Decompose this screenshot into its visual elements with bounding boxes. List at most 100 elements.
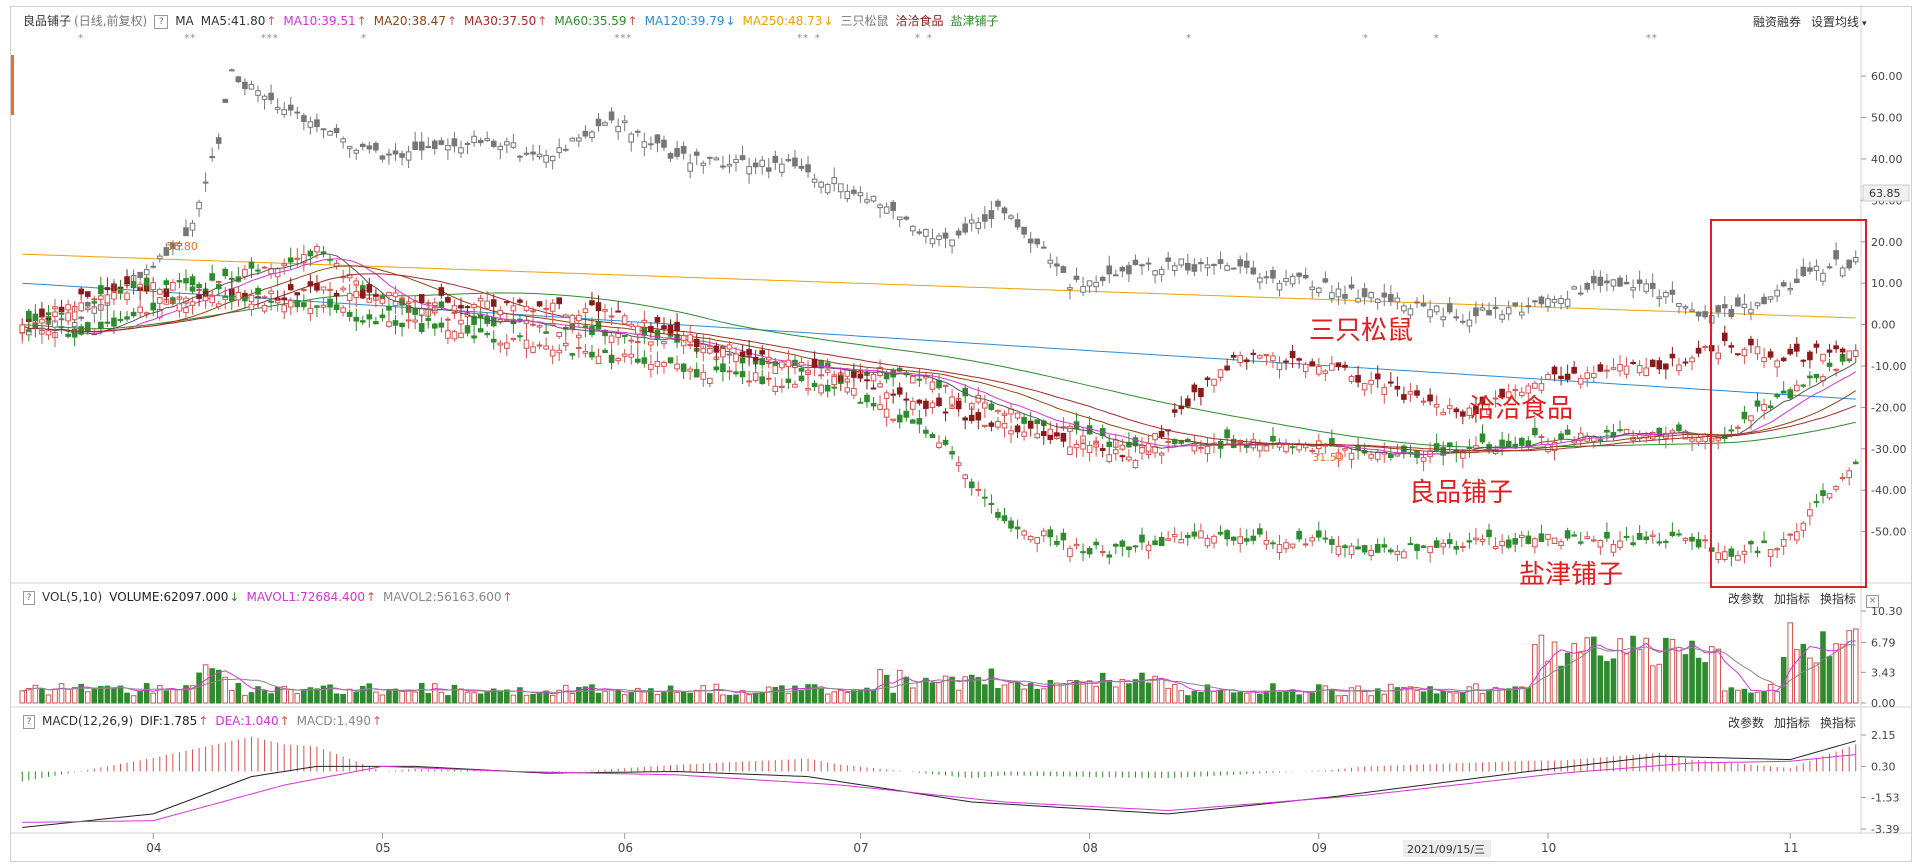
candle-body <box>621 120 628 124</box>
price-tick-label: -10.00 <box>1871 360 1906 373</box>
candle-body <box>785 378 792 383</box>
candle-body <box>1132 437 1139 447</box>
candle-body <box>916 378 923 381</box>
margin-trading-button[interactable]: 融资融券 <box>1753 15 1802 29</box>
macd-help-icon[interactable]: ? <box>23 714 35 729</box>
volume-bar <box>1257 693 1263 704</box>
candle-body <box>628 353 635 358</box>
candle-body <box>464 306 471 309</box>
volume-bar <box>929 682 936 704</box>
candle-body <box>543 331 549 334</box>
candle-body <box>1636 279 1643 284</box>
overlay-sanzhi[interactable]: 三只松鼠 <box>840 14 889 28</box>
candle-body <box>1099 276 1106 282</box>
candle-body <box>968 414 975 422</box>
candle-body <box>1368 292 1374 299</box>
candle-body <box>1774 289 1780 297</box>
volume-bar <box>759 692 766 704</box>
candle-body <box>150 282 157 291</box>
volume-bar <box>1329 689 1335 704</box>
month-label: 11 <box>1783 841 1798 855</box>
candle-body <box>189 276 196 286</box>
volume-bar <box>589 684 595 704</box>
candle-body <box>464 142 471 145</box>
candle-body <box>851 372 857 378</box>
volume-bar <box>1171 684 1178 704</box>
volume-bar <box>229 689 235 704</box>
candle-body <box>1329 363 1335 371</box>
volume-bar <box>1689 640 1695 704</box>
candle-body <box>1564 530 1571 539</box>
candle-body <box>1446 442 1453 448</box>
candle-body <box>1080 551 1086 554</box>
candle-body <box>130 281 137 288</box>
candle-body <box>995 409 1001 413</box>
candle-body <box>1067 287 1073 290</box>
macd-add-button[interactable]: 加指标 <box>1774 716 1811 730</box>
candle-body <box>1512 389 1519 392</box>
candle-body <box>903 398 910 401</box>
candle-body <box>268 290 274 295</box>
candle-body <box>929 238 936 245</box>
candle-body <box>687 368 693 372</box>
candle-body <box>824 369 831 373</box>
volume-bar <box>261 690 268 704</box>
chart-canvas[interactable]: 60.0050.0040.0030.0020.0010.000.00-10.00… <box>11 7 1911 861</box>
volume-bar <box>746 694 752 704</box>
chevron-down-icon[interactable]: ▾ <box>1862 19 1867 29</box>
vol-help-icon[interactable]: ? <box>23 590 35 605</box>
candle-body <box>1263 445 1270 452</box>
candle-body <box>1145 443 1152 452</box>
candle-body <box>1532 300 1538 303</box>
candle-body <box>1577 541 1584 544</box>
volume-bar <box>1401 686 1407 704</box>
event-marker: * <box>361 33 366 44</box>
vol-params-button[interactable]: 改参数 <box>1728 592 1765 606</box>
volume-bar <box>340 694 346 704</box>
candle-body <box>1067 547 1073 558</box>
volume-bar <box>1754 691 1761 704</box>
overlay-qiaqia[interactable]: 洽洽食品 <box>895 14 944 28</box>
candle-body <box>1558 541 1564 546</box>
candle-body <box>1394 297 1401 303</box>
volume-bar <box>942 675 949 704</box>
candle-body <box>1034 536 1041 544</box>
candle-body <box>1689 536 1695 542</box>
candle-body <box>1767 549 1774 558</box>
help-icon[interactable]: ? <box>154 14 169 29</box>
candle-body <box>353 290 360 299</box>
set-ma-button[interactable]: 设置均线 <box>1811 15 1860 29</box>
vol-switch-button[interactable]: 换指标 <box>1820 592 1857 606</box>
candle-body <box>1591 436 1597 442</box>
candle-body <box>294 111 301 114</box>
candle-body <box>562 148 569 151</box>
candle-body <box>844 387 851 393</box>
macd-switch-button[interactable]: 换指标 <box>1820 716 1857 730</box>
macd-dea: DEA:1.040 <box>215 714 279 728</box>
vol-close-icon[interactable]: × <box>1866 595 1880 608</box>
volume-bar <box>1427 686 1433 704</box>
candle-body <box>215 283 222 290</box>
candle-body <box>1466 319 1473 327</box>
candle-body <box>209 156 215 159</box>
candle-body <box>667 357 674 364</box>
candle-body <box>1315 530 1322 538</box>
candle-body <box>1165 440 1171 443</box>
event-marker: * <box>1646 33 1651 44</box>
volume-bar <box>1342 694 1348 704</box>
candle-body <box>451 331 458 340</box>
candle-body <box>1302 543 1309 546</box>
candle-body <box>196 201 202 210</box>
candle-body <box>1492 306 1499 310</box>
overlay-yanjin[interactable]: 盐津铺子 <box>950 14 999 28</box>
candle-body <box>143 277 150 286</box>
candle-body <box>163 280 170 286</box>
candle-body <box>1505 307 1512 315</box>
vol-add-button[interactable]: 加指标 <box>1774 592 1811 606</box>
candle-body <box>739 371 746 378</box>
volume-bar <box>1433 693 1440 704</box>
ma10-up-arrow: ↑ <box>356 14 367 28</box>
candle-body <box>1833 250 1839 260</box>
candle-body <box>346 292 353 301</box>
macd-params-button[interactable]: 改参数 <box>1728 716 1765 730</box>
